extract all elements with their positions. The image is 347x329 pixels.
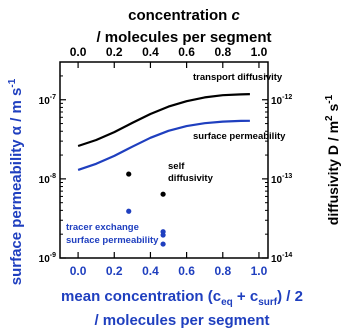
y-right-tick-label: 10-14 (271, 252, 292, 265)
top-tick-label: 0.2 (106, 45, 123, 59)
y-right-tick-label: 10-13 (271, 173, 292, 186)
series-line-transport-diffusivity (77, 93, 250, 148)
top-tick-label: 0.8 (214, 45, 231, 59)
y-right-tick-label: 10-12 (271, 94, 292, 107)
point-tracer-exchange-surface-permeability (160, 232, 166, 238)
top-axis-title-line1: concentration c (128, 7, 240, 24)
top-axis-title-line2: / molecules per segment (96, 29, 271, 46)
y-left-tick-label: 10-7 (39, 94, 56, 107)
y-left-tick-label: 10-9 (39, 252, 56, 265)
bottom-tick-labels: 0.0 0.2 0.4 0.6 0.8 1.0 (70, 264, 268, 278)
annotation-tracer-line1: tracer exchange (66, 222, 139, 233)
x-tick-label: 0.2 (106, 264, 123, 278)
left-axis-title: surface permeability α / m s-1 (7, 78, 25, 285)
bottom-axis-title-line2: / molecules per segment (94, 312, 269, 329)
series-line-surface-permeability (77, 119, 250, 171)
annotation-surface-permeability: surface permeability (193, 131, 286, 142)
annotation-transport-diffusivity: transport diffusivity (193, 72, 283, 83)
point-self-diffusivity (126, 171, 132, 177)
top-tick-label: 0.0 (70, 45, 87, 59)
plot-frame (59, 61, 269, 259)
x-tick-label: 0.0 (70, 264, 87, 278)
x-tick-label: 1.0 (251, 264, 268, 278)
top-tick-label: 0.6 (178, 45, 195, 59)
tick-marks (60, 61, 268, 259)
left-tick-labels: 10-9 10-8 10-7 (39, 94, 56, 265)
right-tick-labels: 10-14 10-13 10-12 (271, 94, 292, 265)
x-tick-label: 0.8 (214, 264, 231, 278)
point-tracer-exchange-surface-permeability (126, 208, 132, 214)
x-tick-label: 0.6 (178, 264, 195, 278)
top-tick-labels: 0.0 0.2 0.4 0.6 0.8 1.0 (70, 45, 268, 59)
x-tick-label: 0.4 (142, 264, 159, 278)
point-self-diffusivity (160, 191, 166, 197)
top-tick-label: 1.0 (251, 45, 268, 59)
annotation-tracer-line2: surface permeability (66, 235, 159, 246)
series-layer (77, 93, 250, 247)
annotation-self-line1: self (168, 161, 185, 172)
y-left-tick-label: 10-8 (39, 173, 56, 186)
annotation-self-line2: diffusivity (168, 173, 214, 184)
right-axis-title: diffusivity D / m2 s-1 (324, 94, 341, 225)
bottom-axis-title-line1: mean concentration (ceq + csurf) / 2 (61, 288, 303, 308)
top-tick-label: 0.4 (142, 45, 159, 59)
point-tracer-exchange-surface-permeability (160, 241, 166, 247)
